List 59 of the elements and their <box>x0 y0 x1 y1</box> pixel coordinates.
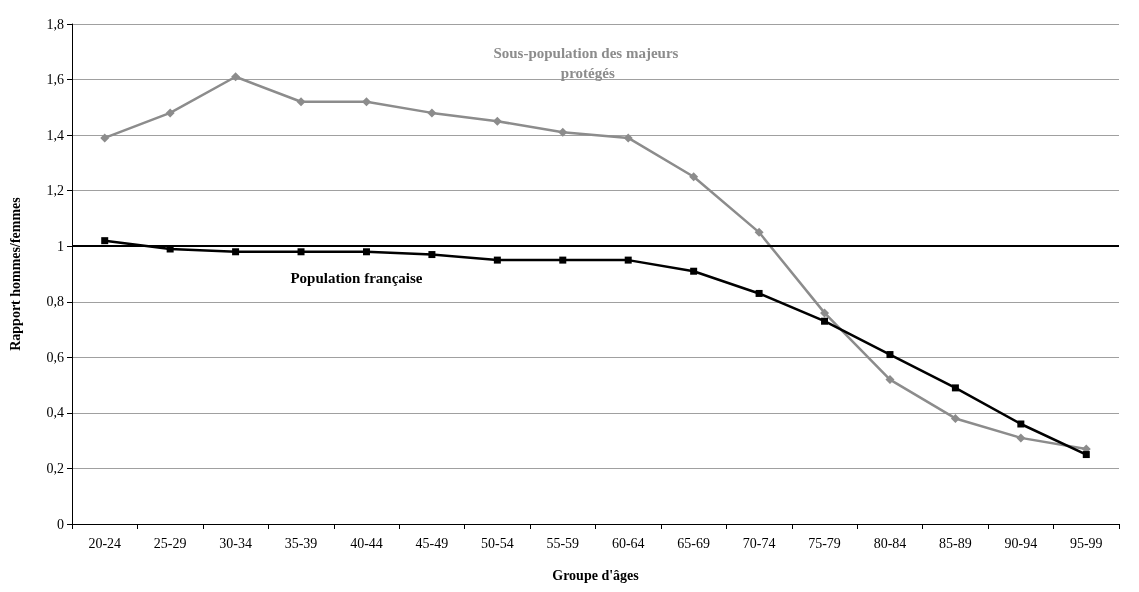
point <box>231 72 241 82</box>
point <box>950 413 960 423</box>
point <box>821 317 829 325</box>
point <box>165 108 175 118</box>
point <box>362 248 370 256</box>
point <box>1017 420 1025 428</box>
y-tick-label: 1 <box>57 238 64 254</box>
x-tick-label: 85-89 <box>939 535 972 551</box>
x-tick-label: 80-84 <box>873 535 907 551</box>
y-tick-label: 0,4 <box>46 405 64 421</box>
x-tick-label: 65-69 <box>677 535 710 551</box>
point <box>886 351 894 359</box>
point <box>427 108 437 118</box>
x-axis-title: Groupe d'âges <box>552 567 640 583</box>
x-tick-label: 70-74 <box>742 535 776 551</box>
point <box>820 308 830 318</box>
point <box>1082 451 1090 459</box>
point <box>558 127 568 137</box>
point <box>232 248 240 256</box>
x-tick-label: 35-39 <box>284 535 318 551</box>
x-tick-label: 20-24 <box>88 535 122 551</box>
x-tick-label: 55-59 <box>546 535 580 551</box>
x-tick-label: 25-29 <box>153 535 187 551</box>
point <box>690 267 698 275</box>
series-label: Population française <box>290 270 423 287</box>
point <box>755 289 763 297</box>
point <box>296 97 306 107</box>
x-tick-label: 50-54 <box>481 535 514 551</box>
y-tick-label: 1,4 <box>46 127 64 143</box>
point <box>754 227 764 237</box>
point <box>689 172 699 182</box>
point <box>1016 433 1026 443</box>
point <box>101 237 109 245</box>
text: Sous-population des majeurs protégés <box>493 44 683 81</box>
point <box>624 256 632 264</box>
y-axis-title: Rapport hommes/femmes <box>7 196 23 351</box>
y-tick-label: 1,6 <box>46 72 64 88</box>
point <box>559 256 567 264</box>
point <box>100 133 110 143</box>
x-tick-label: 40-44 <box>350 535 383 551</box>
y-tick-label: 0,6 <box>46 349 64 365</box>
y-tick-label: 0,8 <box>46 294 64 310</box>
y-tick-label: 1,8 <box>46 16 64 32</box>
x-tick-label: 90-94 <box>1004 535 1038 551</box>
x-tick-label: 75-79 <box>808 535 841 551</box>
x-tick-label: 45-49 <box>415 535 449 551</box>
x-tick-label: 60-64 <box>611 535 645 551</box>
point <box>297 248 305 256</box>
x-tick-label: 30-34 <box>219 535 252 551</box>
y-tick-label: 0 <box>57 516 64 532</box>
point <box>492 116 502 126</box>
point <box>623 133 633 143</box>
point <box>493 256 501 264</box>
point <box>951 384 959 392</box>
y-tick-label: 1,2 <box>46 183 64 199</box>
x-tick-label: 95-99 <box>1069 535 1103 551</box>
point <box>885 375 895 385</box>
point <box>428 251 436 259</box>
y-tick-label: 0,2 <box>46 460 64 476</box>
